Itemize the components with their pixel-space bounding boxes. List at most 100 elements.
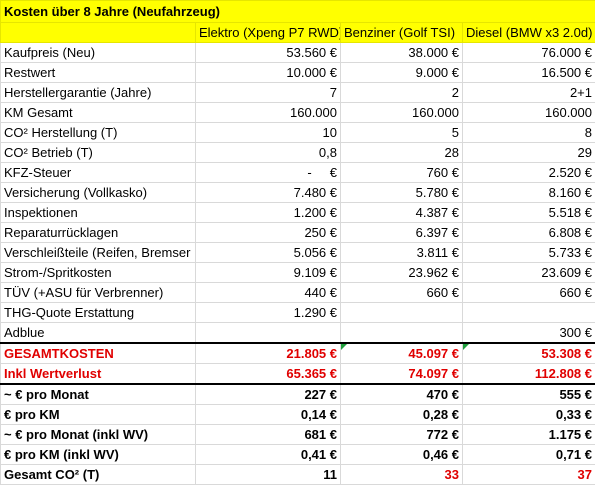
cell: 11 bbox=[196, 465, 341, 485]
table-row: ~ € pro Monat (inkl WV)681 €772 €1.175 € bbox=[1, 425, 595, 445]
row-label: Versicherung (Vollkasko) bbox=[1, 183, 196, 203]
cell: 5 bbox=[341, 123, 463, 143]
row-label: THG-Quote Erstattung bbox=[1, 303, 196, 323]
sheet-title: Kosten über 8 Jahre (Neufahrzeug) bbox=[1, 1, 595, 23]
cell: 227 € bbox=[196, 384, 341, 405]
row-label: € pro KM (inkl WV) bbox=[1, 445, 196, 465]
row-label: Inkl Wertverlust bbox=[1, 364, 196, 385]
comment-marker bbox=[463, 344, 469, 350]
cell: 21.805 € bbox=[196, 343, 341, 364]
cell: 6.397 € bbox=[341, 223, 463, 243]
cell: 37 bbox=[463, 465, 595, 485]
cell: 1.290 € bbox=[196, 303, 341, 323]
row-label: TÜV (+ASU für Verbrenner) bbox=[1, 283, 196, 303]
row-label: GESAMTKOSTEN bbox=[1, 343, 196, 364]
row-label: Inspektionen bbox=[1, 203, 196, 223]
row-label: Kaufpreis (Neu) bbox=[1, 43, 196, 63]
row-label: Restwert bbox=[1, 63, 196, 83]
cell: 2 bbox=[341, 83, 463, 103]
row-label: ~ € pro Monat bbox=[1, 384, 196, 405]
cell: 772 € bbox=[341, 425, 463, 445]
cell: 8 bbox=[463, 123, 595, 143]
row-label: ~ € pro Monat (inkl WV) bbox=[1, 425, 196, 445]
cell: 0,71 € bbox=[463, 445, 595, 465]
cell: 7.480 € bbox=[196, 183, 341, 203]
cell: 300 € bbox=[463, 323, 595, 344]
table-body: Kaufpreis (Neu)53.560 €38.000 €76.000 €R… bbox=[1, 43, 595, 485]
cell: - € bbox=[196, 163, 341, 183]
row-label: CO² Betrieb (T) bbox=[1, 143, 196, 163]
cell: 33 bbox=[341, 465, 463, 485]
cell: 660 € bbox=[341, 283, 463, 303]
table-row: TÜV (+ASU für Verbrenner)440 €660 €660 € bbox=[1, 283, 595, 303]
cell bbox=[463, 303, 595, 323]
row-label: Gesamt CO² (T) bbox=[1, 465, 196, 485]
cell: 53.308 € bbox=[463, 343, 595, 364]
cell: 5.733 € bbox=[463, 243, 595, 263]
cell bbox=[341, 303, 463, 323]
cell: 1.200 € bbox=[196, 203, 341, 223]
cell: 65.365 € bbox=[196, 364, 341, 385]
cell: 4.387 € bbox=[341, 203, 463, 223]
cell: 9.000 € bbox=[341, 63, 463, 83]
cell: 76.000 € bbox=[463, 43, 595, 63]
cell: 9.109 € bbox=[196, 263, 341, 283]
column-header: Benziner (Golf TSI) bbox=[341, 23, 463, 43]
cell bbox=[341, 323, 463, 344]
cell: 160.000 bbox=[196, 103, 341, 123]
cell: 6.808 € bbox=[463, 223, 595, 243]
comment-marker bbox=[341, 344, 347, 350]
cell: 1.175 € bbox=[463, 425, 595, 445]
row-label: KM Gesamt bbox=[1, 103, 196, 123]
cell: 681 € bbox=[196, 425, 341, 445]
cell: 5.056 € bbox=[196, 243, 341, 263]
cell: 0,46 € bbox=[341, 445, 463, 465]
cell: 10.000 € bbox=[196, 63, 341, 83]
table-row: Adblue 300 € bbox=[1, 323, 595, 344]
cell: 0,41 € bbox=[196, 445, 341, 465]
cell: 555 € bbox=[463, 384, 595, 405]
cell: 0,33 € bbox=[463, 405, 595, 425]
cell: 2.520 € bbox=[463, 163, 595, 183]
cell bbox=[196, 323, 341, 344]
cell: 0,8 bbox=[196, 143, 341, 163]
cell: 760 € bbox=[341, 163, 463, 183]
cell: 7 bbox=[196, 83, 341, 103]
cell: 0,28 € bbox=[341, 405, 463, 425]
row-label: Adblue bbox=[1, 323, 196, 344]
row-label: Reparaturrücklagen bbox=[1, 223, 196, 243]
cell: 160.000 bbox=[341, 103, 463, 123]
row-label: Verschleißteile (Reifen, Bremser bbox=[1, 243, 196, 263]
table-row: Kaufpreis (Neu)53.560 €38.000 €76.000 € bbox=[1, 43, 595, 63]
cell: 38.000 € bbox=[341, 43, 463, 63]
row-label: CO² Herstellung (T) bbox=[1, 123, 196, 143]
cell: 160.000 bbox=[463, 103, 595, 123]
cell: 10 bbox=[196, 123, 341, 143]
cell: 8.160 € bbox=[463, 183, 595, 203]
cell: 440 € bbox=[196, 283, 341, 303]
row-label: € pro KM bbox=[1, 405, 196, 425]
cell: 29 bbox=[463, 143, 595, 163]
cell: 2+1 bbox=[463, 83, 595, 103]
column-header: Elektro (Xpeng P7 RWD) bbox=[196, 23, 341, 43]
cell: 28 bbox=[341, 143, 463, 163]
header-corner bbox=[1, 23, 196, 43]
cell: 3.811 € bbox=[341, 243, 463, 263]
cell: 16.500 € bbox=[463, 63, 595, 83]
cell: 53.560 € bbox=[196, 43, 341, 63]
cell: 0,14 € bbox=[196, 405, 341, 425]
title-row: Kosten über 8 Jahre (Neufahrzeug) bbox=[1, 1, 595, 23]
